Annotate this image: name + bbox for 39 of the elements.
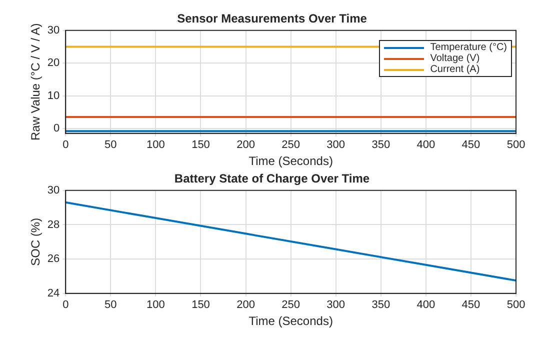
x-tick-label: 300	[326, 139, 346, 152]
y-tick-label: 10	[47, 90, 60, 102]
x-axis-title: Time (Seconds)	[248, 154, 333, 168]
y-tick-label: 28	[47, 218, 60, 231]
x-tick-label: 200	[236, 299, 255, 312]
x-tick-label: 100	[146, 139, 165, 152]
legend-label: Current (A)	[430, 64, 480, 75]
x-tick-label: 500	[506, 299, 526, 312]
x-axis-title: Time (Seconds)	[248, 314, 333, 328]
x-tick-label: 350	[372, 139, 390, 152]
x-tick-label: 0	[62, 139, 69, 152]
x-tick-label: 400	[416, 139, 436, 152]
x-tick-label: 50	[104, 299, 117, 312]
y-tick-label: 0	[54, 122, 60, 135]
y-axis-title: Raw Value (°C / V / A)	[28, 23, 43, 141]
x-tick-label: 250	[282, 139, 300, 152]
x-tick-label: 500	[506, 139, 526, 152]
legend-label: Temperature (°C)	[430, 42, 507, 53]
x-tick-label: 450	[462, 139, 480, 152]
x-tick-label: 300	[326, 299, 346, 312]
x-tick-label: 450	[462, 299, 480, 312]
chart-title: Battery State of Charge Over Time	[174, 172, 370, 186]
x-tick-label: 0	[62, 299, 69, 312]
y-tick-label: 20	[47, 57, 60, 70]
x-tick-label: 400	[416, 299, 436, 312]
y-tick-label: 24	[47, 287, 60, 300]
y-tick-label: 30	[47, 184, 60, 196]
y-tick-label: 30	[47, 24, 60, 36]
legend-label: Voltage (V)	[430, 53, 480, 64]
x-tick-label: 100	[146, 299, 165, 312]
y-axis-title: SOC (%)	[28, 218, 43, 266]
x-tick-label: 50	[104, 139, 117, 152]
chart-title: Sensor Measurements Over Time	[177, 12, 368, 26]
x-tick-label: 200	[236, 139, 255, 152]
y-tick-label: 26	[47, 253, 60, 266]
x-tick-label: 150	[192, 139, 210, 152]
x-tick-label: 150	[192, 299, 210, 312]
x-tick-label: 350	[372, 299, 390, 312]
x-tick-label: 250	[282, 299, 300, 312]
